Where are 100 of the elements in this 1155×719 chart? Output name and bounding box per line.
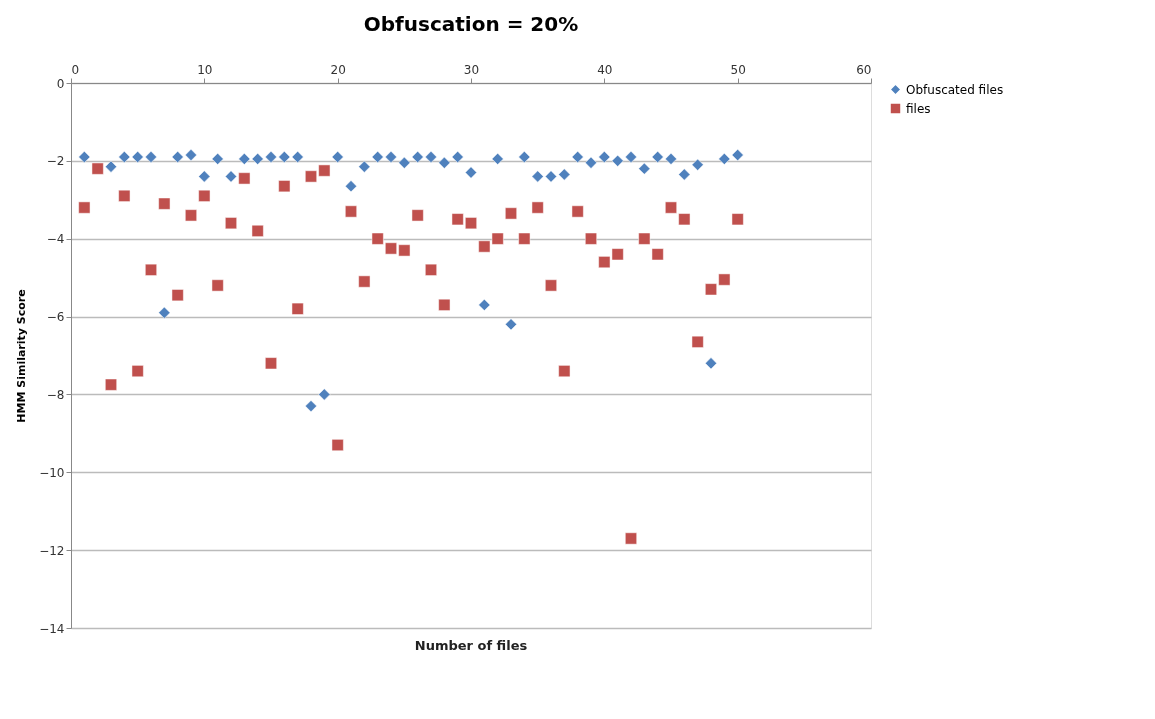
point [438,156,451,169]
point [731,149,744,161]
point [131,365,144,378]
point [438,298,451,311]
point [531,201,544,214]
point [585,156,597,169]
point [585,232,597,245]
point [545,279,557,292]
x-tick-label: 50 [730,62,746,77]
point [611,154,624,167]
point [225,217,237,230]
y-tick-label: −6 [46,310,65,325]
point [238,152,251,165]
x-tick-label: 60 [856,62,872,77]
y-tick-label: −10 [39,465,65,480]
point [411,209,424,222]
point [171,289,184,302]
point [598,256,611,269]
point [345,180,357,193]
point [571,151,584,163]
point [291,151,304,163]
point [91,162,104,175]
point [331,439,344,451]
point [505,318,517,331]
point [251,152,264,165]
point [265,357,277,370]
point [211,152,224,165]
point [385,242,397,255]
point [451,213,464,226]
y-tick-label: −8 [46,387,65,402]
point [611,248,624,261]
point [718,273,731,286]
point [505,207,517,220]
point [171,151,184,163]
point [651,151,664,163]
legend-label: files [906,101,931,116]
y-tick-label: −4 [46,232,65,247]
point [465,217,477,230]
point [225,170,237,183]
point [185,209,197,222]
x-axis-title: Number of files [414,638,528,653]
point [185,149,197,161]
point [238,172,251,185]
point [691,335,704,348]
point [305,170,317,183]
x-tick-label: 20 [330,62,346,77]
point [278,151,291,163]
point [131,151,144,163]
point [305,400,317,413]
point [385,151,397,163]
y-tick-label: −12 [39,543,65,558]
point [571,205,584,218]
point [665,201,677,214]
point [598,151,611,163]
point [251,224,264,237]
x-tick-label: 30 [463,62,480,77]
point [678,168,691,181]
y-tick-label: −14 [39,621,65,636]
point [451,151,464,163]
point [278,180,291,193]
y-tick-label: −2 [46,154,65,169]
point [358,275,371,288]
point [558,365,571,378]
point [78,201,91,214]
point [625,151,637,163]
point [145,263,157,276]
point [158,306,171,319]
point [478,298,491,311]
y-tick-label: 0 [56,76,65,91]
point [491,232,504,245]
point [331,151,344,163]
point [318,164,331,177]
x-tick-label: 0 [71,62,80,77]
point [198,170,211,183]
point [398,156,411,169]
point [705,283,717,296]
point [545,170,557,183]
x-tick-label: 10 [197,62,213,77]
point [398,244,411,257]
point [118,189,131,202]
x-tick-label: 40 [597,62,613,77]
point [678,213,691,226]
point [731,213,744,226]
point [465,166,477,179]
point [718,152,731,165]
point [198,189,211,202]
point [371,151,384,163]
point [78,151,91,163]
point [345,205,357,218]
point [531,170,544,183]
point [358,160,371,173]
point [691,158,704,171]
chart-title: Obfuscation = 20% [363,12,579,36]
point [265,151,277,163]
point [705,357,717,370]
point [491,152,504,165]
point [665,152,677,165]
point [638,162,651,175]
point [371,232,384,245]
point [158,197,171,210]
